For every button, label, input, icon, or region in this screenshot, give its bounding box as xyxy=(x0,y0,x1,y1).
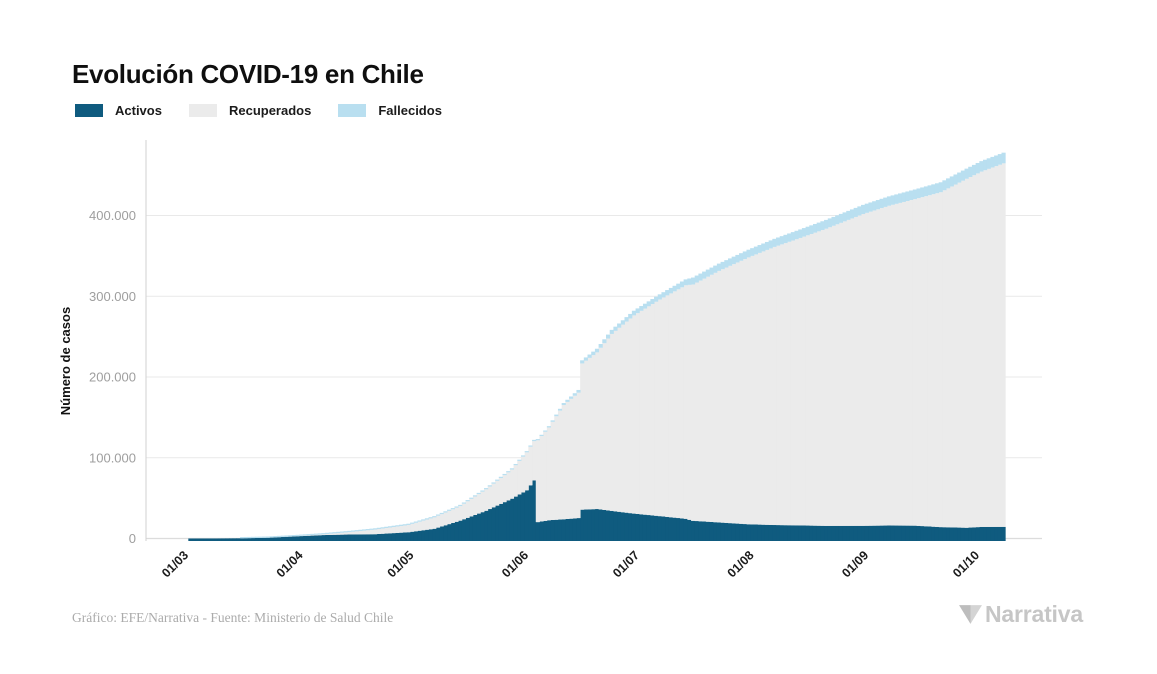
recuperados-series xyxy=(269,163,1006,538)
chart-source-credit: Gráfico: EFE/Narrativa - Fuente: Ministe… xyxy=(72,610,394,625)
legend-label-activos: Activos xyxy=(115,103,162,118)
chart-legend: Activos Recuperados Fallecidos xyxy=(75,103,442,118)
x-tick-label: 01/10 xyxy=(950,548,982,580)
x-tick-label: 01/05 xyxy=(385,548,417,580)
activos-series xyxy=(188,480,1006,541)
narrativa-logo: Narrativa xyxy=(958,601,1083,628)
legend-label-fallecidos: Fallecidos xyxy=(378,103,442,118)
legend-item-activos: Activos xyxy=(75,103,162,118)
legend-label-recuperados: Recuperados xyxy=(228,103,312,118)
x-tick-labels: 01/03 01/04 01/05 01/06 01/07 01/08 01/09 01/10 xyxy=(159,548,982,580)
page-title: Evolución COVID-19 en Chile xyxy=(72,59,424,90)
y-tick-label: 0 xyxy=(129,531,136,546)
x-tick-label: 01/09 xyxy=(839,548,871,580)
y-tick-labels: 0 100.000 200.000 300.000 400.000 xyxy=(89,208,136,546)
x-tick-label: 01/06 xyxy=(499,548,531,580)
x-tick-label: 01/08 xyxy=(725,548,757,580)
legend-item-fallecidos: Fallecidos xyxy=(338,103,442,118)
fallecidos-series xyxy=(240,152,1006,539)
y-tick-label: 400.000 xyxy=(89,208,136,223)
fallecidos-swatch-icon xyxy=(338,104,367,117)
recuperados-swatch-icon xyxy=(188,104,217,117)
y-tick-label: 200.000 xyxy=(89,370,136,385)
x-tick-label: 01/07 xyxy=(610,548,642,580)
activos-swatch-icon xyxy=(75,104,103,117)
y-tick-label: 100.000 xyxy=(89,450,136,465)
narrativa-logo-text: Narrativa xyxy=(985,601,1083,627)
y-axis-title: Número de casos xyxy=(58,307,73,415)
x-tick-label: 01/04 xyxy=(274,548,306,580)
narrativa-logo-icon xyxy=(959,605,982,624)
y-tick-label: 300.000 xyxy=(89,289,136,304)
x-tick-label: 01/03 xyxy=(159,548,191,580)
legend-item-recuperados: Recuperados xyxy=(188,103,312,118)
